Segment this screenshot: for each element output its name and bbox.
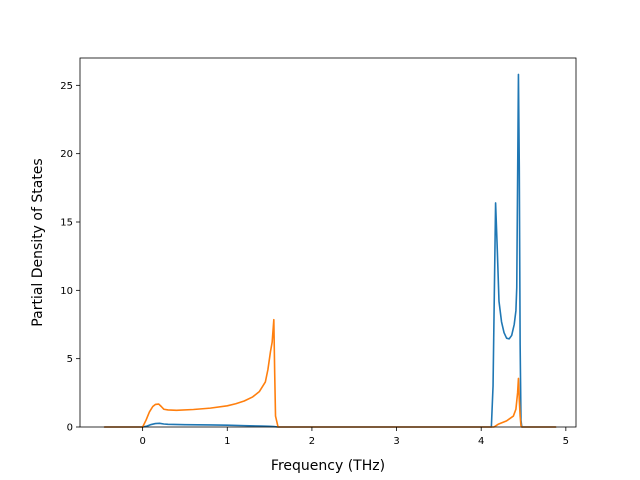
plot-area	[80, 58, 576, 427]
series-line-1	[103, 318, 557, 428]
y-tick-label: 25	[60, 81, 73, 92]
y-tick-label: 15	[60, 218, 73, 229]
y-tick-label: 0	[67, 423, 73, 434]
y-axis: 0 5 10 15 20 25	[60, 81, 80, 434]
plot-frame	[79, 57, 577, 428]
x-tick-label: 4	[478, 436, 484, 447]
y-tick-label: 20	[60, 149, 73, 160]
y-tick-label: 10	[60, 286, 73, 297]
x-axis: 0 1 2 3 4 5	[139, 427, 569, 447]
x-tick-label: 0	[139, 436, 145, 447]
x-axis-label: Frequency (THz)	[271, 458, 385, 474]
x-tick-label: 1	[224, 436, 230, 447]
x-tick-label: 3	[393, 436, 399, 447]
y-tick-label: 5	[67, 354, 73, 365]
x-tick-label: 5	[563, 436, 569, 447]
x-tick-label: 2	[309, 436, 315, 447]
y-axis-label: Partial Density of States	[30, 158, 46, 326]
